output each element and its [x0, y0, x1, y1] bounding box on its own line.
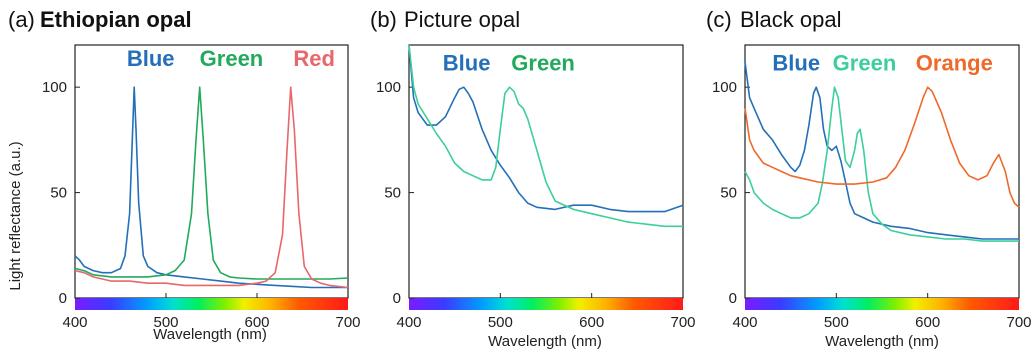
y-tick-label: 0	[59, 290, 67, 307]
panel-a-xlabel: Wavelength (nm)	[153, 326, 267, 343]
panel-c-prefix: (c)	[706, 7, 732, 32]
spectrum-colorbar	[75, 298, 348, 310]
series-line-teal	[408, 44, 683, 228]
series-line-red	[74, 86, 349, 289]
series-line-blue	[74, 86, 348, 289]
x-tick-label: 500	[488, 314, 513, 331]
series-line-blue	[744, 61, 1019, 240]
series-line-teal	[744, 86, 1019, 242]
series-line-orange	[744, 86, 1020, 208]
panel-c-xlabel: Wavelength (nm)	[825, 333, 939, 350]
x-tick-label: 600	[579, 314, 604, 331]
plot-frame	[74, 44, 349, 299]
panel-a-prefix: (a)	[8, 7, 35, 32]
panel-a-title: Ethiopian opal	[40, 7, 192, 32]
series-line-green	[74, 86, 349, 280]
panel-b: (b) Picture opal Wavelength (nm) 0 50 100 4…	[370, 7, 696, 350]
panel-c-title: Black opal	[740, 7, 842, 32]
plot-frame	[744, 44, 1020, 299]
panel-a-ylabel: Light reflectance (a.u.)	[7, 141, 24, 290]
panel-b-plot: 0 50 100 400 500 600 700 Blue Green	[376, 44, 696, 331]
panel-b-title: Picture opal	[404, 7, 520, 32]
y-tick-label: 100	[376, 79, 401, 96]
x-tick-label: 700	[670, 314, 695, 331]
y-tick-label: 50	[50, 185, 67, 202]
x-tick-label: 700	[335, 314, 360, 331]
panel-b-xlabel: Wavelength (nm)	[488, 333, 602, 350]
annotation-orange: Orange	[916, 50, 993, 75]
y-tick-label: 100	[712, 79, 737, 96]
x-tick-label: 400	[396, 314, 421, 331]
panel-b-prefix: (b)	[370, 7, 397, 32]
x-tick-label: 600	[244, 314, 269, 331]
annotation-blue: Blue	[772, 50, 820, 75]
x-tick-label: 400	[732, 314, 757, 331]
annotation-green: Green	[833, 50, 897, 75]
panel-c-plot: 0 50 100 400 500 600 700 Blue Green Orange	[712, 44, 1032, 331]
panel-a-plot: 0 50 100 400 500 600 700 Blue Green Red	[42, 44, 361, 331]
x-tick-label: 600	[915, 314, 940, 331]
y-tick-label: 50	[720, 185, 737, 202]
x-tick-label: 500	[153, 314, 178, 331]
y-tick-label: 0	[729, 290, 737, 307]
panel-c: (c) Black opal Wavelength (nm) 0 50 100 400…	[706, 7, 1032, 350]
y-tick-label: 100	[42, 79, 67, 96]
plot-frame	[408, 44, 684, 299]
spectrum-colorbar	[745, 298, 1019, 310]
annotation-green: Green	[200, 46, 264, 71]
annotation-red: Red	[293, 46, 335, 71]
annotation-blue: Blue	[127, 46, 175, 71]
x-tick-label: 400	[62, 314, 87, 331]
y-tick-label: 50	[384, 185, 401, 202]
spectrum-colorbar	[409, 298, 683, 310]
annotation-green: Green	[511, 50, 575, 75]
x-tick-label: 700	[1006, 314, 1031, 331]
annotation-blue: Blue	[443, 50, 491, 75]
x-tick-label: 500	[824, 314, 849, 331]
panel-a: (a) Ethiopian opal Light reflectance (a.…	[7, 7, 361, 343]
y-tick-label: 0	[393, 290, 401, 307]
